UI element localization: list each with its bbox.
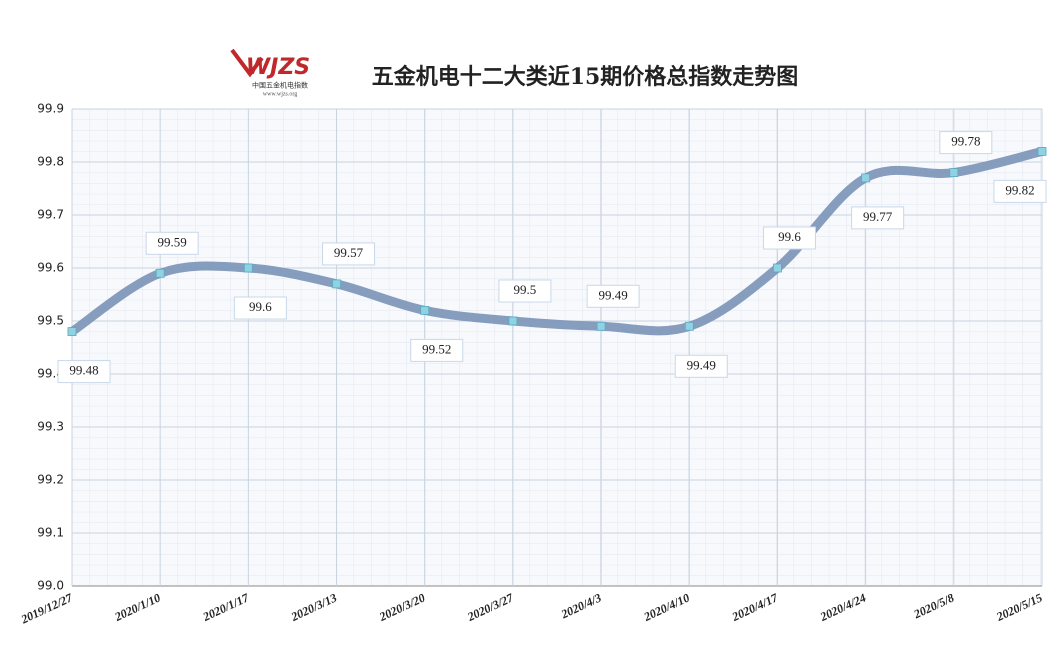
marker	[773, 263, 782, 273]
x-tick-label: 2020/1/10	[112, 591, 163, 625]
x-tick-label: 2019/12/27	[18, 590, 75, 627]
y-tick-label: 99.5	[37, 314, 64, 328]
y-tick-label: 99.7	[37, 208, 64, 222]
y-tick-label: 99.4	[37, 367, 64, 381]
data-label-box	[410, 338, 464, 362]
x-tick-label: 2020/5/15	[993, 591, 1044, 625]
marker	[949, 168, 959, 178]
x-tick-label: 2020/3/13	[288, 591, 339, 625]
chart-title: 五金机电十二大类近15期价格总指数走势图	[372, 64, 799, 90]
y-tick-label: 99.8	[37, 155, 64, 169]
marker	[67, 327, 77, 337]
data-label: 99.6	[249, 299, 272, 314]
marker	[243, 263, 253, 273]
x-tick-label: 2020/3/20	[376, 591, 427, 625]
y-tick-label: 99.6	[37, 261, 64, 275]
x-tick-label: 2020/3/27	[464, 590, 516, 624]
data-label-box	[762, 226, 816, 250]
data-label-box	[57, 360, 111, 384]
data-label-box	[498, 279, 552, 303]
x-tick-label: 2020/1/17	[200, 590, 252, 624]
data-label: 99.78	[951, 134, 980, 149]
marker	[332, 279, 341, 289]
data-label: 99.49	[687, 357, 716, 372]
marker	[861, 173, 871, 183]
x-tick-label: 2020/4/10	[641, 591, 692, 625]
x-tick-label: 2020/4/3	[558, 591, 603, 622]
data-label: 99.57	[334, 245, 364, 260]
data-label: 99.52	[422, 341, 451, 356]
data-label-box	[851, 206, 905, 230]
y-tick-label: 99.9	[37, 102, 64, 116]
logo-mark: WJZS	[246, 55, 310, 80]
data-label: 99.6	[778, 229, 801, 244]
marker	[420, 305, 430, 315]
x-tick-label: 2020/5/8	[911, 591, 956, 622]
data-label-box	[145, 231, 199, 255]
logo: WJZS 中国五金机电指数 www.wjzs.org	[230, 48, 310, 97]
marker	[596, 321, 606, 331]
data-label-box	[586, 284, 640, 308]
data-label: 99.48	[69, 363, 98, 378]
y-tick-label: 99.0	[37, 579, 64, 593]
data-label: 99.77	[863, 209, 893, 224]
y-tick-label: 99.2	[37, 473, 64, 487]
data-label-box	[233, 296, 287, 320]
data-label-box	[322, 242, 376, 266]
y-tick-label: 99.3	[37, 420, 64, 434]
minor-grid	[72, 109, 1042, 586]
data-label: 99.59	[158, 234, 187, 249]
data-label-box	[674, 354, 728, 378]
y-tick-label: 99.1	[37, 526, 64, 540]
data-label-box	[939, 131, 993, 155]
data-label: 99.49	[598, 287, 627, 302]
data-label: 99.5	[514, 282, 537, 297]
marker	[508, 316, 518, 326]
data-label-box	[993, 179, 1047, 203]
logo-url: www.wjzs.org	[263, 91, 298, 97]
logo-name: 中国五金机电指数	[252, 81, 308, 90]
marker	[1037, 146, 1047, 156]
logo-arrow	[230, 48, 264, 78]
data-label: 99.82	[1005, 182, 1034, 197]
x-tick-label: 2020/4/24	[817, 591, 868, 625]
marker	[155, 268, 165, 278]
marker	[684, 321, 694, 331]
x-tick-label: 2020/4/17	[729, 590, 781, 624]
